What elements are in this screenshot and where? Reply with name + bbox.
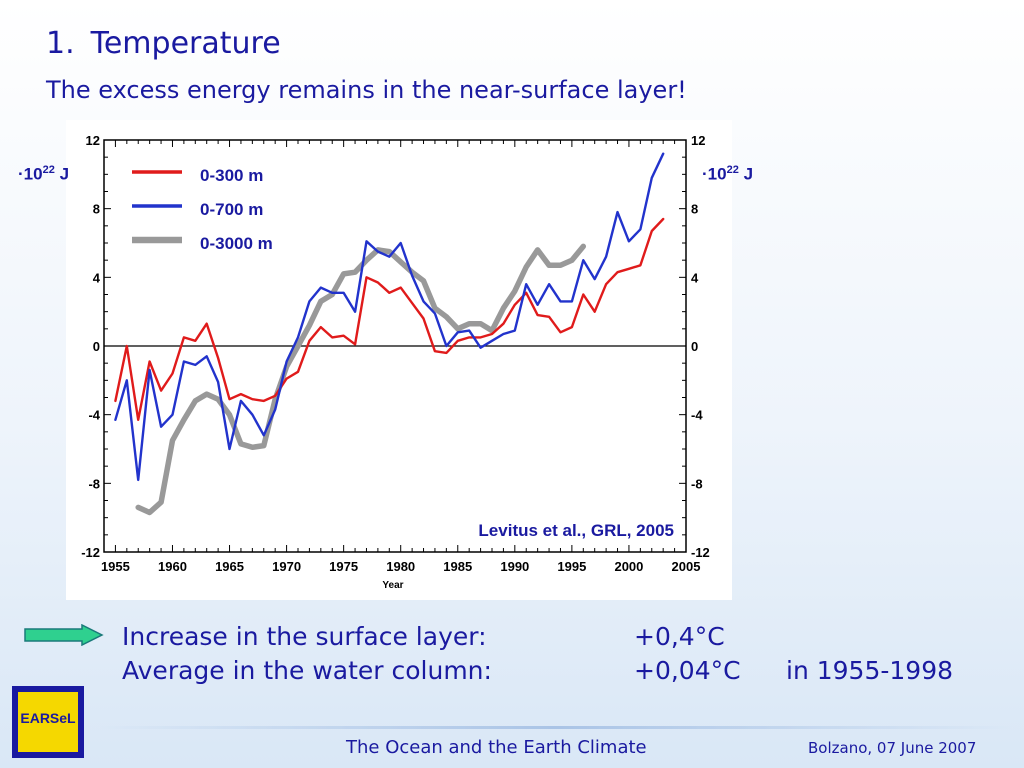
y-tick-label-left: 8: [93, 202, 100, 217]
footer-title: The Ocean and the Earth Climate: [346, 737, 647, 758]
y-tick-label-left: 12: [86, 133, 100, 148]
y-tick-label-left: -4: [88, 408, 100, 423]
x-tick-label: 1985: [443, 559, 472, 574]
left-axis-unit: ·1022 J: [18, 164, 70, 184]
legend-label: 0-3000 m: [200, 234, 273, 253]
earsel-logo: EARSeL: [12, 686, 84, 758]
x-tick-label: 1990: [500, 559, 529, 574]
citation-annotation: Levitus et al., GRL, 2005: [478, 521, 674, 540]
y-tick-label-right: 8: [691, 202, 698, 217]
ocean-heat-chart: 1955 1960 1965 1970 1975 1980 1985 1990 1995 2000…: [81, 133, 710, 591]
slide-number: 1.: [46, 26, 75, 61]
y-tick-label-left: 4: [93, 270, 101, 285]
y-tick-label-right: 4: [691, 270, 699, 285]
y-tick-label-right: -12: [691, 545, 710, 560]
x-tick-label: 2005: [672, 559, 701, 574]
series-line-0-3000 m: [135, 243, 587, 516]
footer-date: Bolzano, 07 June 2007: [808, 739, 977, 757]
y-tick-label-left: -12: [81, 545, 100, 560]
x-tick-label: 1975: [329, 559, 358, 574]
stats-label: Increase in the surface layer:: [122, 622, 487, 651]
logo-text: EARSeL: [20, 710, 76, 726]
x-tick-label: 1995: [557, 559, 586, 574]
x-axis-label: Year: [382, 580, 403, 591]
y-tick-label-right: 12: [691, 133, 705, 148]
x-tick-label: 1965: [215, 559, 244, 574]
slide-subtitle: The excess energy remains in the near-su…: [46, 76, 687, 104]
legend-label: 0-300 m: [200, 166, 263, 185]
series-line-0-700 m: [114, 152, 665, 482]
stats-value: +0,4°C: [634, 622, 725, 651]
x-tick-label: 2000: [614, 559, 643, 574]
legend-label: 0-700 m: [200, 200, 263, 219]
slide-title-text: Temperature: [90, 26, 281, 61]
slide-title: 1. Temperature: [46, 26, 281, 61]
right-axis-unit: ·1022 J: [702, 164, 754, 184]
y-tick-label-left: -8: [88, 476, 100, 491]
x-tick-label: 1970: [272, 559, 301, 574]
stats-value: +0,04°C: [634, 656, 741, 685]
x-tick-label: 1980: [386, 559, 415, 574]
footer-divider: [100, 726, 1012, 729]
stats-row-column: Average in the water column: +0,04°C in …: [122, 654, 953, 688]
y-tick-label-right: -8: [691, 476, 703, 491]
x-tick-label: 1955: [101, 559, 130, 574]
y-tick-label-left: 0: [93, 339, 100, 354]
stats-note: in 1955-1998: [786, 656, 954, 685]
stats-row-surface: Increase in the surface layer: +0,4°C: [122, 620, 953, 654]
series-line-0-300 m: [114, 217, 665, 421]
x-tick-label: 1960: [158, 559, 187, 574]
stats-block: Increase in the surface layer: +0,4°C Av…: [122, 620, 953, 688]
stats-label: Average in the water column:: [122, 656, 492, 685]
arrow-right-icon: [24, 624, 104, 646]
y-tick-label-right: 0: [691, 339, 698, 354]
y-tick-label-right: -4: [691, 408, 703, 423]
